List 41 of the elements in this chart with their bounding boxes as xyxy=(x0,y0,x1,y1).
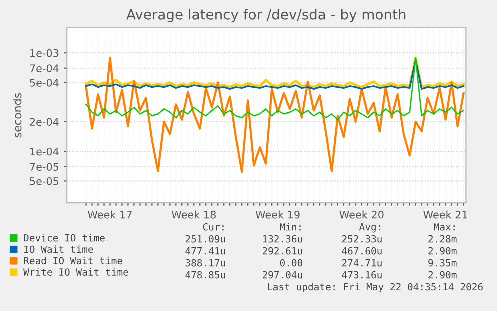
x-tick-label: Week 19 xyxy=(256,210,300,219)
y-tick-label: 1e-04 xyxy=(30,148,59,156)
text: 2.90m xyxy=(428,271,457,279)
y-tick-label: 5e-05 xyxy=(30,177,59,186)
line-series xyxy=(85,57,465,174)
text: 2.28m xyxy=(428,235,457,243)
text: 292.61u xyxy=(262,247,302,255)
text: 252.33u xyxy=(342,235,382,243)
text: 297.04u xyxy=(262,271,302,279)
x-tick-label: Week 18 xyxy=(172,210,216,219)
legend-label: Device IO time xyxy=(24,234,105,242)
y-tick-label: 7e-05 xyxy=(30,163,59,171)
text: 0.00 xyxy=(280,259,303,267)
x-tick-label: Week 20 xyxy=(340,210,384,219)
legend-label: IO Wait time xyxy=(24,246,94,254)
y-tick-label: 5e-04 xyxy=(30,78,59,87)
text: Avg: xyxy=(359,224,380,233)
text: 251.09u xyxy=(186,235,226,243)
text: Last update: Fri May 22 04:35:14 2026 xyxy=(268,283,483,293)
text: Max: xyxy=(434,224,455,231)
text: 477.41u xyxy=(186,248,226,255)
legend-label: Write IO Wait time xyxy=(24,268,128,276)
text: 467.60u xyxy=(342,247,382,255)
text: 388.17u xyxy=(186,259,226,267)
x-tick-label: Week 21 xyxy=(424,210,468,219)
text: 473.16u xyxy=(342,271,382,279)
y-axis-title: seconds xyxy=(13,93,22,138)
line-series xyxy=(86,57,464,120)
text: 478.85u xyxy=(186,271,226,279)
y-tick-label: 7e-04 xyxy=(30,64,59,72)
text: Min: xyxy=(280,223,301,231)
y-tick-label: 2e-04 xyxy=(30,118,59,126)
legend-label: Read IO Wait time xyxy=(24,257,122,265)
text: Cur: xyxy=(203,223,224,231)
x-tick-label: Week 17 xyxy=(88,210,132,219)
text: 132.36u xyxy=(263,235,302,243)
text: 2.90m xyxy=(428,247,457,255)
y-tick-label: 1e-03 xyxy=(30,49,59,58)
chart-title: Average latency for /dev/sda - by month xyxy=(126,9,406,23)
text: 9.35m xyxy=(428,259,457,267)
text: 274.71u xyxy=(342,259,382,267)
